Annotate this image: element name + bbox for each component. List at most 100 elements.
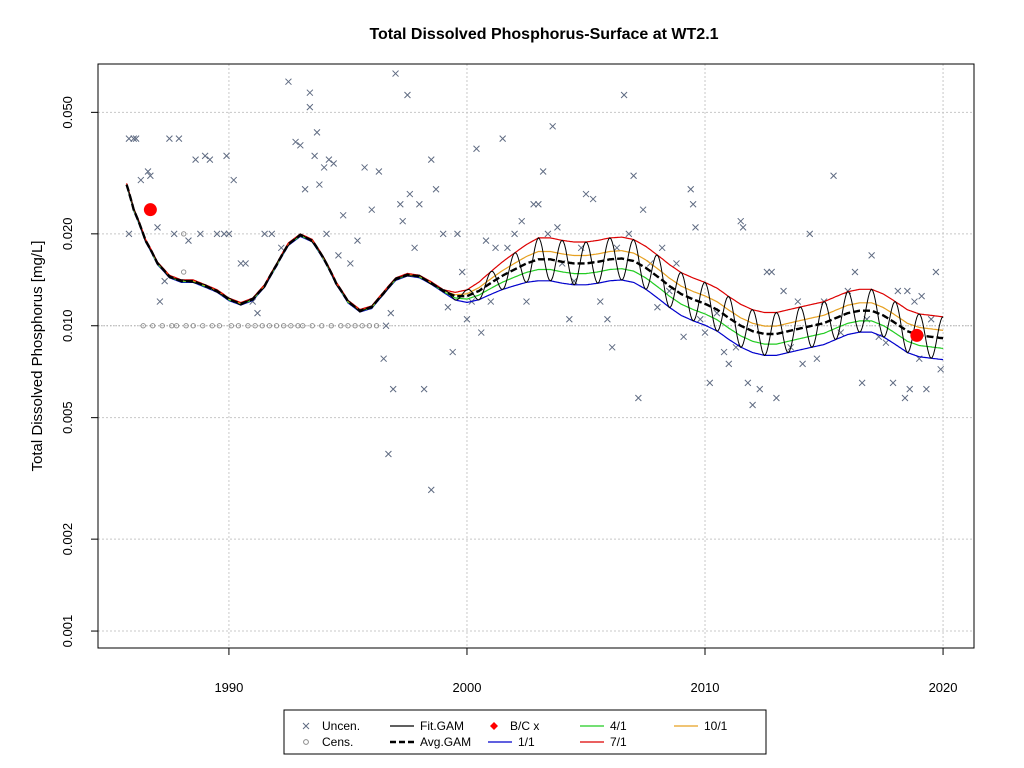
uncensored-point <box>361 164 368 171</box>
uncensored-point <box>768 268 776 276</box>
uncensored-point <box>223 152 230 160</box>
x-tick-label-1990: 1990 <box>214 680 243 695</box>
legend-box <box>283 709 767 755</box>
legend-item-10-1: 10/1 <box>674 719 728 733</box>
uncensored-point <box>639 206 647 214</box>
uncensored-point <box>530 200 537 208</box>
uncensored-point <box>858 379 866 387</box>
uncensored-point <box>192 156 199 163</box>
uncensored-point <box>613 244 621 252</box>
censored-points <box>140 231 380 329</box>
uncensored-point <box>658 244 666 252</box>
uncensored-point <box>756 385 764 393</box>
uncensored-point <box>737 217 745 225</box>
legend-item-cens-: Cens. <box>303 735 353 749</box>
censored-point <box>150 323 156 329</box>
uncensored-point <box>523 298 530 305</box>
uncensored-point <box>696 315 704 323</box>
censored-point <box>140 323 146 329</box>
uncensored-point <box>725 360 733 368</box>
y-tick-label-0.010: 0.010 <box>60 309 75 342</box>
uncensored-point <box>416 200 423 208</box>
uncensored-point <box>375 168 383 175</box>
uncensored-point <box>518 217 526 225</box>
uncensored-point <box>458 268 466 276</box>
uncensored-point <box>225 230 233 238</box>
censored-point <box>359 323 365 329</box>
uncensored-point <box>313 128 321 136</box>
uncensored-point <box>296 141 304 149</box>
plot-frame <box>97 63 975 649</box>
censored-point <box>209 323 215 329</box>
uncensored-point <box>449 348 457 356</box>
uncensored-point <box>604 315 611 323</box>
uncensored-point <box>411 244 418 252</box>
legend-label: 7/1 <box>610 735 627 749</box>
censored-point <box>228 323 234 329</box>
uncensored-point <box>387 309 395 317</box>
censored-point <box>181 269 187 275</box>
uncensored-point <box>339 211 347 219</box>
uncensored-point <box>420 385 428 393</box>
uncensored-point <box>346 260 354 267</box>
uncensored-point <box>125 135 133 143</box>
censored-point <box>300 323 306 329</box>
y-tick-label-0.020: 0.020 <box>60 218 75 251</box>
uncensored-point <box>720 348 728 356</box>
uncensored-point <box>292 138 299 146</box>
censored-point <box>190 323 196 329</box>
uncensored-point <box>306 103 314 111</box>
uncensored-point <box>894 287 902 295</box>
curve-fit-gam <box>126 184 944 359</box>
uncensored-point <box>630 172 637 180</box>
uncensored-point <box>596 298 604 305</box>
uncensored-point <box>654 303 661 311</box>
uncensored-point <box>147 172 154 180</box>
legend-item-b-c-x: B/C x <box>490 719 539 733</box>
uncensored-point <box>882 339 890 347</box>
censored-point <box>373 323 380 329</box>
uncensored-point <box>166 135 173 143</box>
censored-point <box>328 323 334 329</box>
uncensored-point <box>125 230 133 238</box>
censored-point <box>200 323 206 329</box>
uncensored-point <box>687 185 695 193</box>
uncensored-point <box>325 156 333 163</box>
uncensored-point <box>903 287 911 295</box>
y-tick-label-0.001: 0.001 <box>60 615 75 648</box>
legend-label: Cens. <box>322 735 353 749</box>
uncensored-point <box>175 135 183 143</box>
censored-point <box>273 323 280 329</box>
uncensored-point <box>504 244 511 252</box>
uncensored-point <box>906 385 914 393</box>
chart-title: Total Dissolved Phosphorus-Surface at WT… <box>369 26 718 43</box>
uncensored-point <box>301 185 309 193</box>
censored-point <box>252 323 258 329</box>
uncensored-point <box>911 298 918 305</box>
uncensored-point <box>582 190 590 198</box>
uncensored-point <box>927 315 935 323</box>
uncensored-point <box>932 268 940 276</box>
censored-point <box>281 323 287 329</box>
uncensored-point <box>589 195 597 203</box>
uncensored-point <box>444 303 452 311</box>
uncensored-point <box>306 89 314 97</box>
uncensored-point <box>794 298 802 305</box>
uncensored-point <box>780 287 787 295</box>
uncensored-point <box>680 333 687 341</box>
uncensored-point <box>665 287 673 295</box>
legend-label: Fit.GAM <box>420 719 464 733</box>
legend-label: 10/1 <box>704 719 728 733</box>
uncensored-point <box>544 230 552 238</box>
uncensored-point <box>439 230 447 238</box>
uncensored-point <box>499 135 507 143</box>
legend-label: Avg.GAM <box>420 735 471 749</box>
uncensored-point <box>382 322 390 330</box>
uncensored-point <box>197 230 204 238</box>
uncensored-point <box>763 268 771 276</box>
x-axis: 1990 2000 2010 2020 <box>214 648 958 695</box>
uncensored-point <box>773 394 780 402</box>
uncensored-point <box>706 379 714 387</box>
censored-point <box>173 323 180 329</box>
